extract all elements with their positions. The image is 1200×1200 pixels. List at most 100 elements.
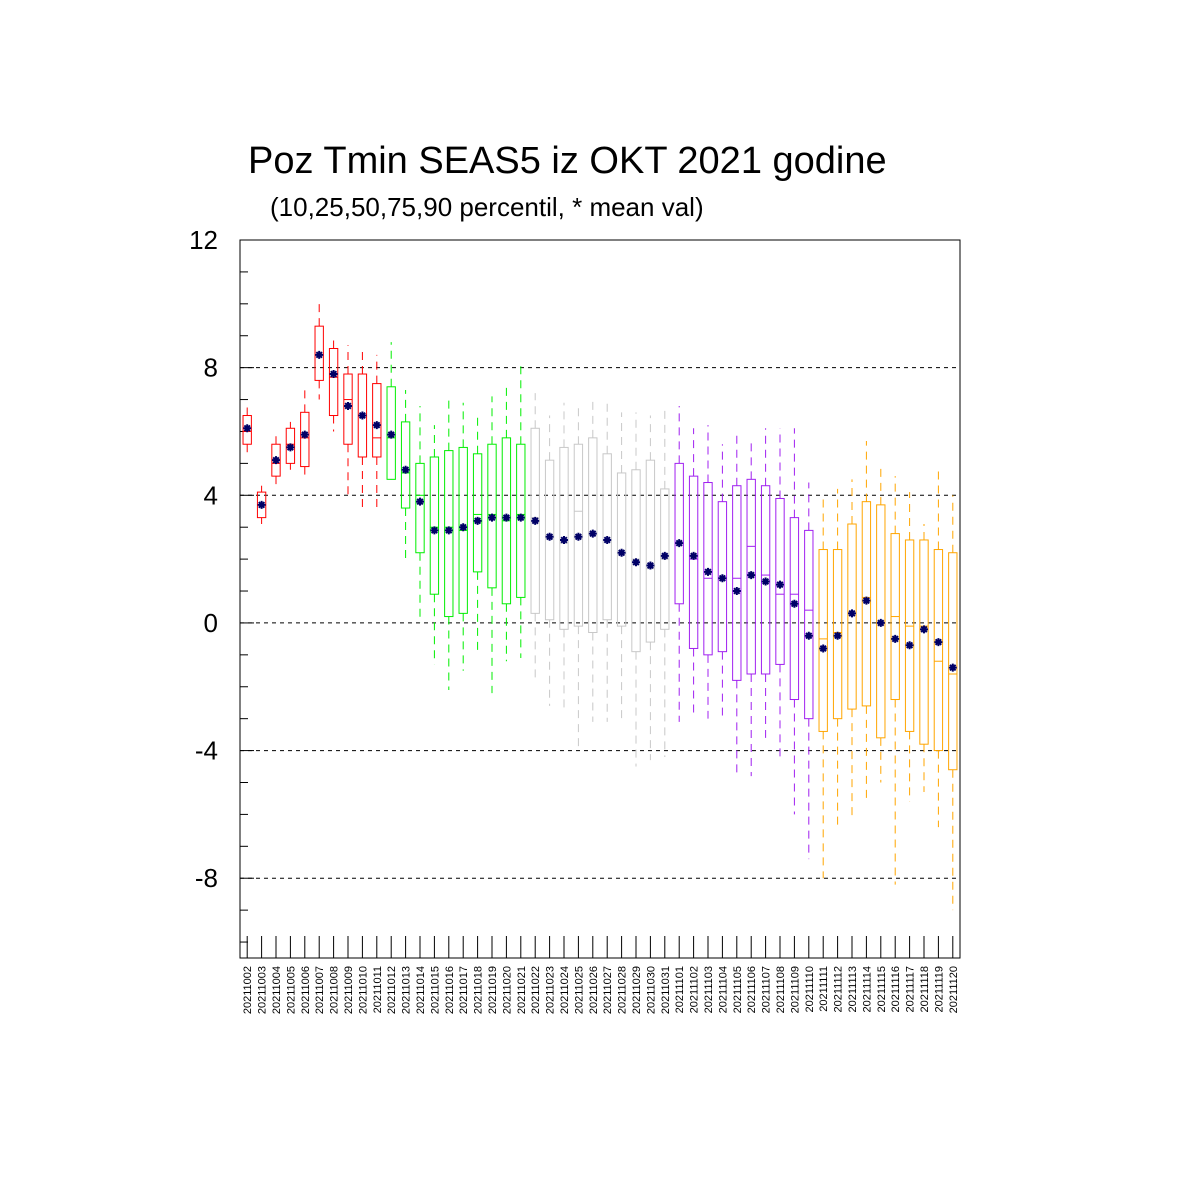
x-tick-label: 20211026 xyxy=(588,966,600,1014)
chart-subtitle: (10,25,50,75,90 percentil, * mean val) xyxy=(270,192,704,222)
x-tick-label: 20211117 xyxy=(905,966,917,1013)
box xyxy=(832,549,843,720)
box xyxy=(760,485,771,675)
box xyxy=(876,504,886,739)
mean-marker xyxy=(257,500,266,509)
x-tick-label: 20211007 xyxy=(314,966,326,1014)
box xyxy=(602,453,612,621)
box xyxy=(847,523,857,710)
x-tick-label: 20211012 xyxy=(386,966,398,1014)
box xyxy=(861,501,872,707)
x-tick-label: 20211110 xyxy=(804,966,816,1013)
mean-marker xyxy=(862,596,871,605)
box xyxy=(415,462,425,554)
mean-marker xyxy=(632,558,640,567)
mean-marker xyxy=(560,535,568,544)
mean-marker xyxy=(300,430,309,439)
plot-frame xyxy=(239,239,961,959)
mean-marker xyxy=(833,631,842,640)
box xyxy=(804,529,814,720)
y-tick-label: 0 xyxy=(204,608,218,638)
mean-marker xyxy=(488,513,496,522)
mean-marker xyxy=(444,526,453,535)
mean-marker xyxy=(502,513,511,522)
x-tick-label: 20211108 xyxy=(775,966,787,1013)
x-tick-label: 20211101 xyxy=(674,966,686,1013)
box xyxy=(588,437,598,634)
mean-marker xyxy=(603,535,612,544)
box xyxy=(631,469,641,653)
mean-marker xyxy=(243,424,252,433)
box xyxy=(285,427,296,464)
x-tick-label: 20211022 xyxy=(530,966,542,1014)
mean-marker xyxy=(315,350,324,359)
chart-title: Poz Tmin SEAS5 iz OKT 2021 godine xyxy=(248,140,887,182)
mean-marker xyxy=(574,532,583,541)
mean-marker xyxy=(516,513,525,522)
mean-marker xyxy=(531,516,540,525)
x-tick-label: 20211031 xyxy=(660,966,672,1014)
mean-marker xyxy=(732,587,741,596)
box xyxy=(919,539,929,745)
box xyxy=(328,347,339,417)
x-tick-label: 20211111 xyxy=(818,966,830,1012)
mean-marker xyxy=(545,532,554,541)
mean-marker xyxy=(934,638,943,647)
mean-marker xyxy=(948,663,957,672)
box xyxy=(271,443,281,477)
box xyxy=(487,443,497,589)
mean-marker xyxy=(344,401,352,410)
mean-marker xyxy=(776,580,784,589)
y-tick-label: 8 xyxy=(204,353,218,383)
box xyxy=(703,482,713,656)
box xyxy=(559,446,569,630)
x-tick-label: 20211119 xyxy=(933,966,945,1013)
x-tick-label: 20211021 xyxy=(516,966,528,1014)
box xyxy=(429,456,440,595)
x-tick-label: 20211024 xyxy=(559,966,571,1014)
x-tick-label: 20211104 xyxy=(717,966,729,1013)
x-tick-label: 20211109 xyxy=(789,966,801,1013)
mean-marker xyxy=(416,497,424,506)
x-tick-label: 20211120 xyxy=(948,966,960,1013)
mean-marker xyxy=(372,421,381,430)
x-tick-label: 20211030 xyxy=(645,966,657,1014)
mean-marker xyxy=(646,561,655,570)
box xyxy=(300,411,310,468)
mean-marker xyxy=(473,516,482,525)
x-tick-label: 20211118 xyxy=(919,966,931,1013)
mean-marker xyxy=(761,577,770,586)
mean-marker xyxy=(286,443,295,452)
box xyxy=(343,373,353,445)
mean-marker xyxy=(272,456,280,465)
y-tick-label: -8 xyxy=(195,863,218,893)
mean-marker xyxy=(675,539,684,548)
mean-marker xyxy=(401,465,410,474)
box xyxy=(516,443,526,598)
x-tick-label: 20211009 xyxy=(343,966,355,1014)
x-tick-label: 20211112 xyxy=(833,966,845,1013)
mean-marker xyxy=(689,551,698,560)
mean-marker xyxy=(459,523,468,532)
box xyxy=(242,415,252,445)
x-tick-label: 20211018 xyxy=(473,966,485,1014)
x-tick-label: 20211107 xyxy=(761,966,773,1013)
box xyxy=(933,549,944,752)
box xyxy=(386,386,396,480)
mean-marker xyxy=(876,618,885,627)
x-tick-label: 20211010 xyxy=(357,966,369,1014)
mean-marker xyxy=(704,567,712,576)
x-tick-label: 20211116 xyxy=(890,966,902,1013)
x-tick-label: 20211113 xyxy=(847,966,859,1013)
x-tick-label: 20211002 xyxy=(242,966,254,1014)
x-tick-label: 20211114 xyxy=(861,966,873,1013)
mean-marker xyxy=(617,548,626,557)
mean-marker xyxy=(660,551,669,560)
x-tick-label: 20211115 xyxy=(876,966,888,1013)
y-tick-label: -4 xyxy=(195,736,218,766)
x-tick-label: 20211025 xyxy=(573,966,585,1014)
x-tick-label: 20211013 xyxy=(401,966,413,1014)
mean-marker xyxy=(718,574,727,583)
x-tick-label: 20211008 xyxy=(329,966,341,1014)
box xyxy=(775,497,785,665)
